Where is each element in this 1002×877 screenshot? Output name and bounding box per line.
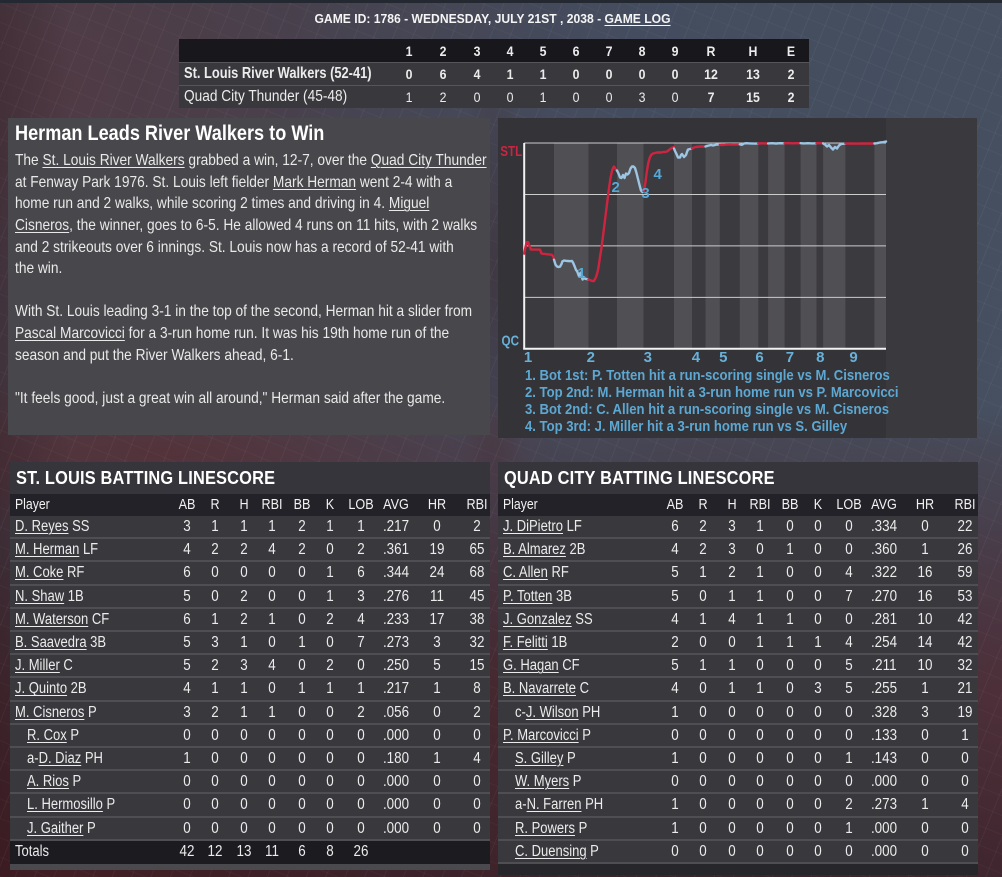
svg-text:6: 6 — [755, 349, 763, 366]
svg-text:3: 3 — [644, 349, 652, 366]
svg-text:7: 7 — [786, 349, 794, 366]
svg-text:1: 1 — [577, 265, 585, 282]
svg-text:2: 2 — [587, 349, 595, 366]
svg-text:1: 1 — [524, 349, 532, 366]
svg-text:8: 8 — [816, 349, 824, 366]
svg-text:STL: STL — [500, 143, 522, 160]
svg-text:2: 2 — [612, 179, 620, 196]
svg-text:3: 3 — [641, 185, 649, 202]
svg-text:QC: QC — [502, 332, 520, 349]
svg-text:4: 4 — [654, 166, 663, 183]
svg-text:5: 5 — [719, 349, 727, 366]
svg-text:4: 4 — [692, 349, 701, 366]
svg-text:9: 9 — [849, 349, 857, 366]
